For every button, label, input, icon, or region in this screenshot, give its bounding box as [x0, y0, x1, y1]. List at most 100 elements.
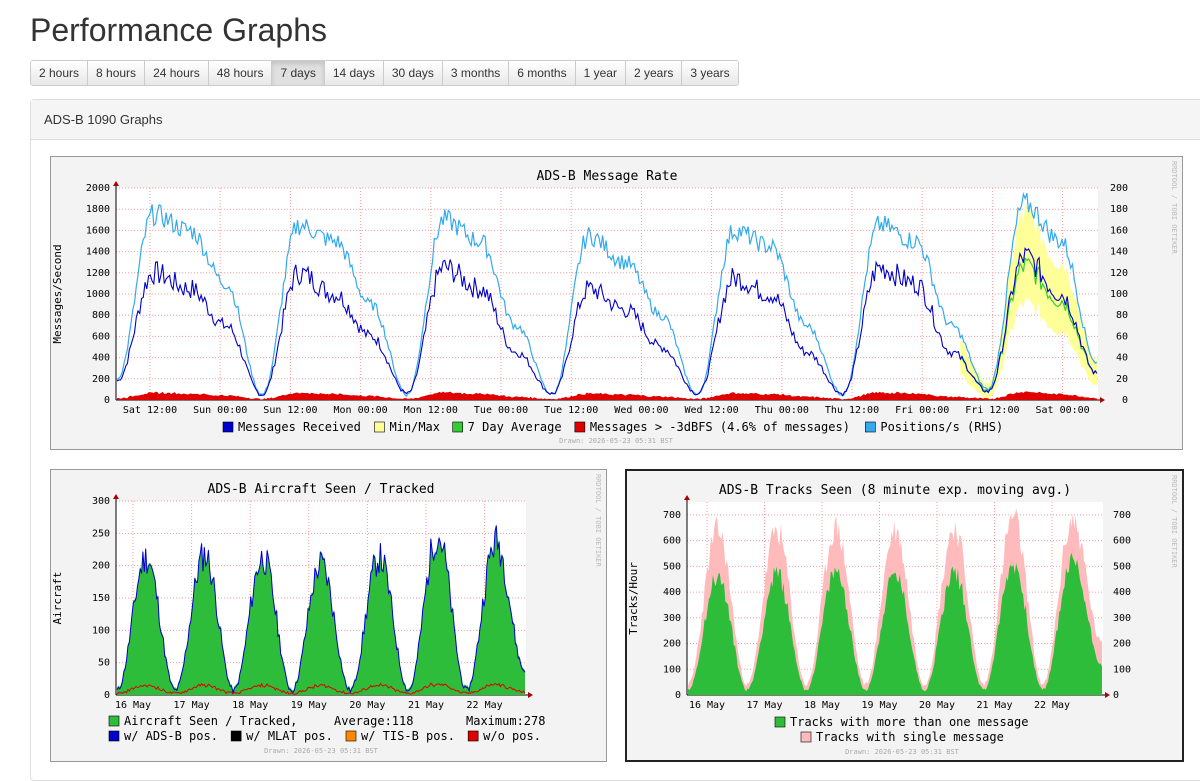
y-tick-label: 500 — [663, 561, 681, 572]
x-tick-label: 21 May — [408, 700, 444, 711]
y-tick-label: 1800 — [86, 204, 110, 215]
series-messages-received — [116, 247, 1098, 397]
y-tick-label: 50 — [98, 658, 110, 669]
legend-label: 7 Day Average — [468, 420, 562, 434]
x-tick-label: Tue 00:00 — [474, 405, 528, 416]
y2-tick-label: 40 — [1116, 353, 1128, 364]
tab-1-year[interactable]: 1 year — [575, 61, 626, 85]
y-tick-label: 250 — [92, 528, 110, 539]
y2-tick-label: 600 — [1113, 536, 1131, 547]
message-rate-graph[interactable]: ADS-B Message Rate Messages/Second 0 0 200 20… — [50, 156, 1183, 450]
x-tick-label: 22 May — [467, 700, 503, 711]
tab-3-years[interactable]: 3 years — [682, 61, 738, 85]
rrdtool-watermark: RRDTOOL / TOBI OETIKER — [1170, 475, 1178, 569]
x-tick-label: Sun 12:00 — [263, 405, 317, 416]
tracks-seen-graph[interactable]: ADS-B Tracks Seen (8 minute exp. moving … — [625, 469, 1184, 762]
aircraft-seen-chart: ADS-B Aircraft Seen / Tracked Aircraft 0 50… — [51, 474, 602, 755]
legend-swatch — [774, 716, 786, 728]
legend-label: w/ MLAT pos. — [246, 729, 333, 743]
y-tick-label: 0 — [104, 395, 110, 406]
x-axis-arrow — [528, 692, 533, 698]
tab-24-hours[interactable]: 24 hours — [145, 61, 209, 85]
x-tick-label: Fri 12:00 — [965, 405, 1019, 416]
tab-2-years[interactable]: 2 years — [625, 61, 683, 85]
legend-swatch — [108, 730, 120, 742]
legend-label: Min/Max — [389, 420, 440, 434]
x-tick-label: Wed 12:00 — [685, 405, 739, 416]
x-tick-label: 16 May — [115, 700, 151, 711]
y-tick-label: 1000 — [86, 289, 110, 300]
y-tick-label: 600 — [663, 536, 681, 547]
series-strong-messages — [117, 391, 1097, 400]
drawn-timestamp: Drawn: 2026-05-23 05:31 BST — [264, 747, 379, 755]
y-tick-label: 1400 — [86, 247, 110, 258]
x-tick-label: 18 May — [804, 700, 840, 711]
rrdtool-watermark: RRDTOOL / TOBI OETIKER — [1170, 161, 1178, 255]
graphs-panel: ADS-B 1090 Graphs — [30, 99, 1200, 781]
tab-30-days[interactable]: 30 days — [383, 61, 443, 85]
x-tick-label: Wed 00:00 — [614, 405, 668, 416]
x-axis-arrow — [1100, 397, 1105, 403]
y-tick-label: 1200 — [86, 268, 110, 279]
legend-swatch — [467, 730, 479, 742]
y-tick-label: 0 — [675, 690, 681, 701]
y2-tick-label: 160 — [1110, 225, 1128, 236]
y2-tick-label: 500 — [1113, 561, 1131, 572]
time-range-tabs: 2 hours 8 hours 24 hours 48 hours 7 days… — [30, 60, 739, 86]
series-adsb-pos — [116, 525, 526, 695]
tab-14-days[interactable]: 14 days — [324, 61, 384, 85]
y-tick-label: 400 — [663, 587, 681, 598]
legend-swatch — [865, 421, 876, 433]
y2-tick-label: 0 — [1122, 395, 1128, 406]
legend-swatch — [345, 730, 357, 742]
rrdtool-watermark: RRDTOOL / TOBI OETIKER — [594, 474, 602, 568]
y-tick-label: 300 — [663, 613, 681, 624]
y2-tick-label: 80 — [1116, 310, 1128, 321]
y2-tick-label: 60 — [1116, 331, 1128, 342]
series-aircraft-seen — [117, 523, 525, 695]
series-without-pos — [116, 682, 526, 695]
y2-tick-label: 400 — [1113, 587, 1131, 598]
y2-tick-label: 100 — [1113, 664, 1131, 675]
y-axis-label: Tracks/Hour — [627, 562, 640, 635]
maximum-label: Maximum:278 — [466, 714, 545, 728]
y-tick-label: 200 — [92, 561, 110, 572]
x-tick-label: Sat 00:00 — [1036, 405, 1090, 416]
aircraft-seen-graph[interactable]: ADS-B Aircraft Seen / Tracked Aircraft 0 50… — [50, 469, 607, 762]
y-tick-label: 200 — [663, 639, 681, 650]
legend-label: Messages > -3dBFS (4.6% of messages) — [590, 420, 850, 434]
legend-swatch — [374, 421, 385, 433]
chart-title: ADS-B Aircraft Seen / Tracked — [208, 482, 435, 497]
tab-7-days[interactable]: 7 days — [272, 61, 325, 85]
page-title: Performance Graphs — [30, 12, 328, 48]
x-axis-arrow — [1105, 692, 1110, 698]
tab-3-months[interactable]: 3 months — [442, 61, 510, 85]
y-tick-label: 100 — [92, 625, 110, 636]
chart-title: ADS-B Message Rate — [537, 169, 678, 184]
y-tick-label: 100 — [663, 664, 681, 675]
chart-title: ADS-B Tracks Seen (8 minute exp. moving … — [719, 483, 1071, 498]
tab-48-hours[interactable]: 48 hours — [208, 61, 273, 85]
y-tick-label: 0 — [104, 690, 110, 701]
tab-6-months[interactable]: 6 months — [509, 61, 576, 85]
legend-label: Positions/s (RHS) — [880, 420, 1003, 434]
legend-swatch — [574, 421, 586, 433]
x-tick-label: 21 May — [976, 700, 1012, 711]
legend-swatch — [800, 731, 812, 743]
tab-2-hours[interactable]: 2 hours — [31, 61, 89, 85]
tab-8-hours[interactable]: 8 hours — [88, 61, 146, 85]
x-tick-label: 20 May — [919, 700, 955, 711]
y-axis-arrow — [684, 495, 690, 500]
x-tick-label: Sat 12:00 — [123, 405, 177, 416]
x-tick-label: Sun 00:00 — [193, 405, 247, 416]
x-tick-label: 17 May — [746, 700, 782, 711]
tracks-seen-chart: ADS-B Tracks Seen (8 minute exp. moving … — [627, 475, 1178, 756]
x-tick-label: Thu 12:00 — [825, 405, 879, 416]
legend-swatch — [108, 715, 120, 727]
x-tick-label: 16 May — [689, 700, 725, 711]
y2-tick-label: 20 — [1116, 374, 1128, 385]
y-tick-label: 200 — [92, 374, 110, 385]
x-tick-label: Mon 12:00 — [404, 405, 458, 416]
x-tick-label: 19 May — [291, 700, 327, 711]
y2-tick-label: 200 — [1113, 639, 1131, 650]
